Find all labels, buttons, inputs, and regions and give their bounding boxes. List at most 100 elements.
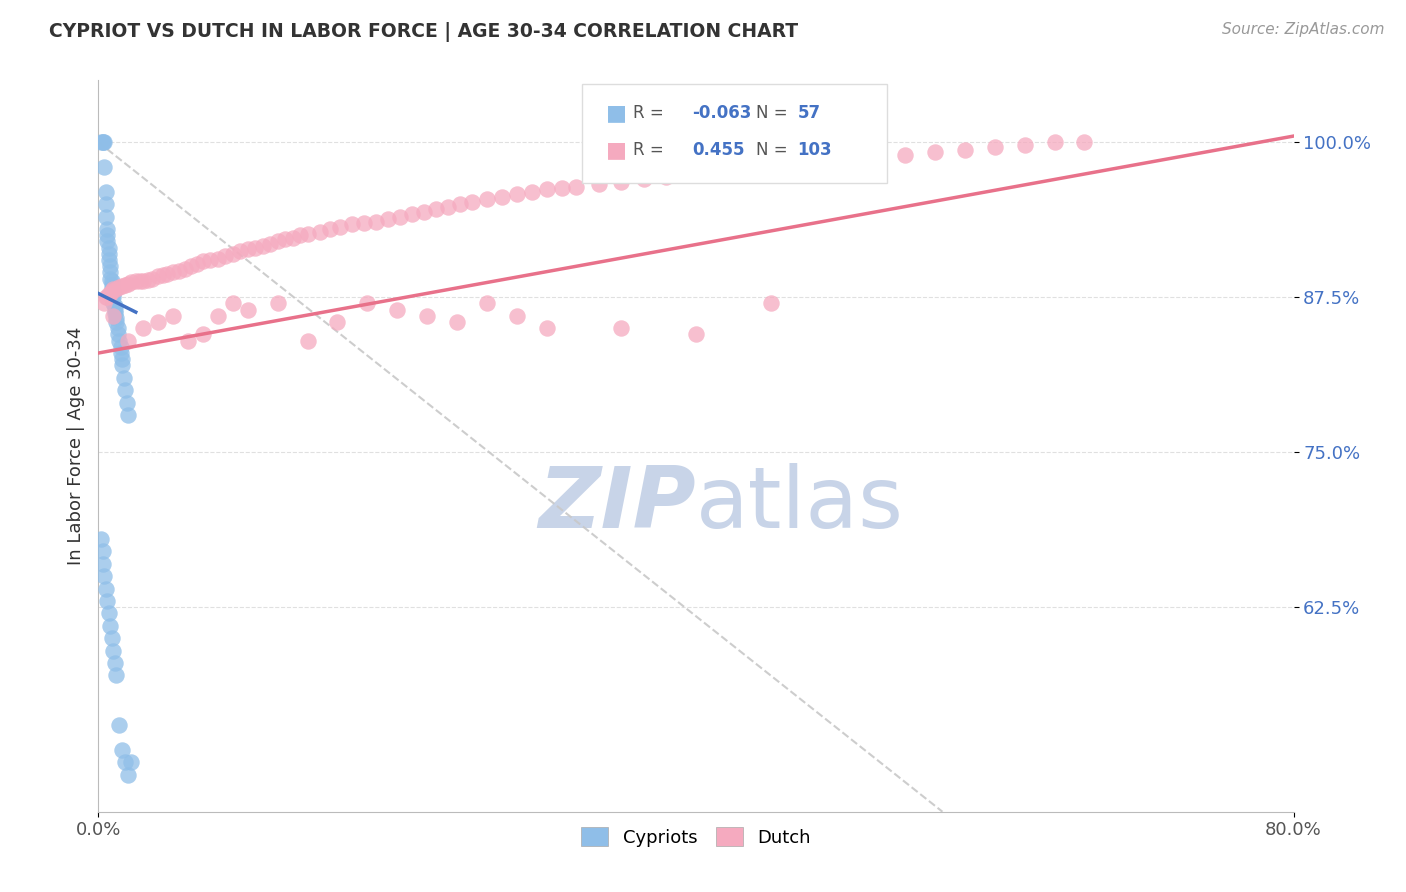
Point xyxy=(129,274,152,288)
Point xyxy=(101,277,124,292)
Point xyxy=(319,222,342,236)
Point xyxy=(449,197,471,211)
Point xyxy=(167,264,190,278)
Point xyxy=(104,299,127,313)
Text: ■: ■ xyxy=(606,140,627,160)
Point xyxy=(353,216,375,230)
Point xyxy=(117,334,139,348)
Point xyxy=(93,135,115,149)
Point xyxy=(91,135,114,149)
Point xyxy=(98,259,122,273)
Point xyxy=(389,210,412,224)
Point xyxy=(191,327,214,342)
Point xyxy=(288,228,311,243)
Point xyxy=(475,192,498,206)
Point xyxy=(984,140,1007,154)
Point xyxy=(104,656,127,670)
Point xyxy=(94,582,117,596)
Point xyxy=(329,219,352,234)
Point xyxy=(894,147,917,161)
Point xyxy=(610,321,633,335)
Point xyxy=(461,194,484,209)
Point xyxy=(207,252,229,266)
Point xyxy=(108,334,131,348)
Y-axis label: In Labor Force | Age 30-34: In Labor Force | Age 30-34 xyxy=(66,326,84,566)
Point xyxy=(110,346,132,360)
Point xyxy=(112,371,135,385)
Point xyxy=(103,281,125,295)
Text: Source: ZipAtlas.com: Source: ZipAtlas.com xyxy=(1222,22,1385,37)
Point xyxy=(1043,135,1066,149)
Point xyxy=(506,187,529,202)
Point xyxy=(655,169,678,184)
Point xyxy=(834,153,856,167)
Point xyxy=(401,207,423,221)
Point xyxy=(274,232,297,246)
Point xyxy=(104,306,127,320)
Point xyxy=(723,162,745,177)
Point xyxy=(103,296,125,310)
Point xyxy=(136,273,159,287)
Point xyxy=(685,327,707,342)
Point xyxy=(267,235,290,249)
Point xyxy=(101,631,124,645)
Point xyxy=(678,168,700,182)
Point xyxy=(125,274,148,288)
Point xyxy=(588,178,610,192)
Point xyxy=(267,296,290,310)
Point xyxy=(105,668,128,682)
Point xyxy=(377,212,399,227)
Point xyxy=(700,165,723,179)
Point xyxy=(94,290,117,304)
Text: 57: 57 xyxy=(797,104,821,122)
Text: R =: R = xyxy=(633,104,669,122)
Text: -0.063: -0.063 xyxy=(692,104,752,122)
Point xyxy=(97,286,120,301)
Point xyxy=(222,296,245,310)
Point xyxy=(610,175,633,189)
Point xyxy=(1014,137,1036,152)
Point xyxy=(536,182,558,196)
Point xyxy=(97,241,120,255)
Point xyxy=(93,160,115,174)
Point xyxy=(108,280,131,294)
Point xyxy=(297,334,319,348)
Text: N =: N = xyxy=(756,141,793,159)
Text: CYPRIOT VS DUTCH IN LABOR FORCE | AGE 30-34 CORRELATION CHART: CYPRIOT VS DUTCH IN LABOR FORCE | AGE 30… xyxy=(49,22,799,42)
Point xyxy=(101,281,124,295)
Point xyxy=(101,284,124,298)
Point xyxy=(252,239,274,253)
Point xyxy=(98,619,122,633)
Point xyxy=(180,259,202,273)
Point xyxy=(132,274,155,288)
Point xyxy=(132,321,155,335)
Point xyxy=(245,241,267,255)
Point xyxy=(222,247,245,261)
Point xyxy=(96,290,118,304)
Point xyxy=(114,383,136,397)
Point xyxy=(924,145,946,160)
Point xyxy=(104,302,127,317)
Point xyxy=(111,352,134,367)
Point xyxy=(174,261,197,276)
Point xyxy=(98,265,122,279)
Point xyxy=(96,228,118,243)
Point xyxy=(107,327,129,342)
Point xyxy=(117,767,139,781)
Point xyxy=(506,309,529,323)
Point xyxy=(775,158,797,172)
Point xyxy=(117,408,139,422)
Point xyxy=(108,718,131,732)
Point xyxy=(90,532,112,546)
Point xyxy=(105,315,128,329)
Point xyxy=(105,311,128,326)
Text: atlas: atlas xyxy=(696,463,904,546)
Point xyxy=(550,181,572,195)
Point xyxy=(114,755,136,769)
Point xyxy=(91,544,114,558)
Point xyxy=(413,204,436,219)
Text: 0.455: 0.455 xyxy=(692,141,745,159)
Point xyxy=(120,276,142,290)
Point xyxy=(98,271,122,285)
Point xyxy=(416,309,439,323)
